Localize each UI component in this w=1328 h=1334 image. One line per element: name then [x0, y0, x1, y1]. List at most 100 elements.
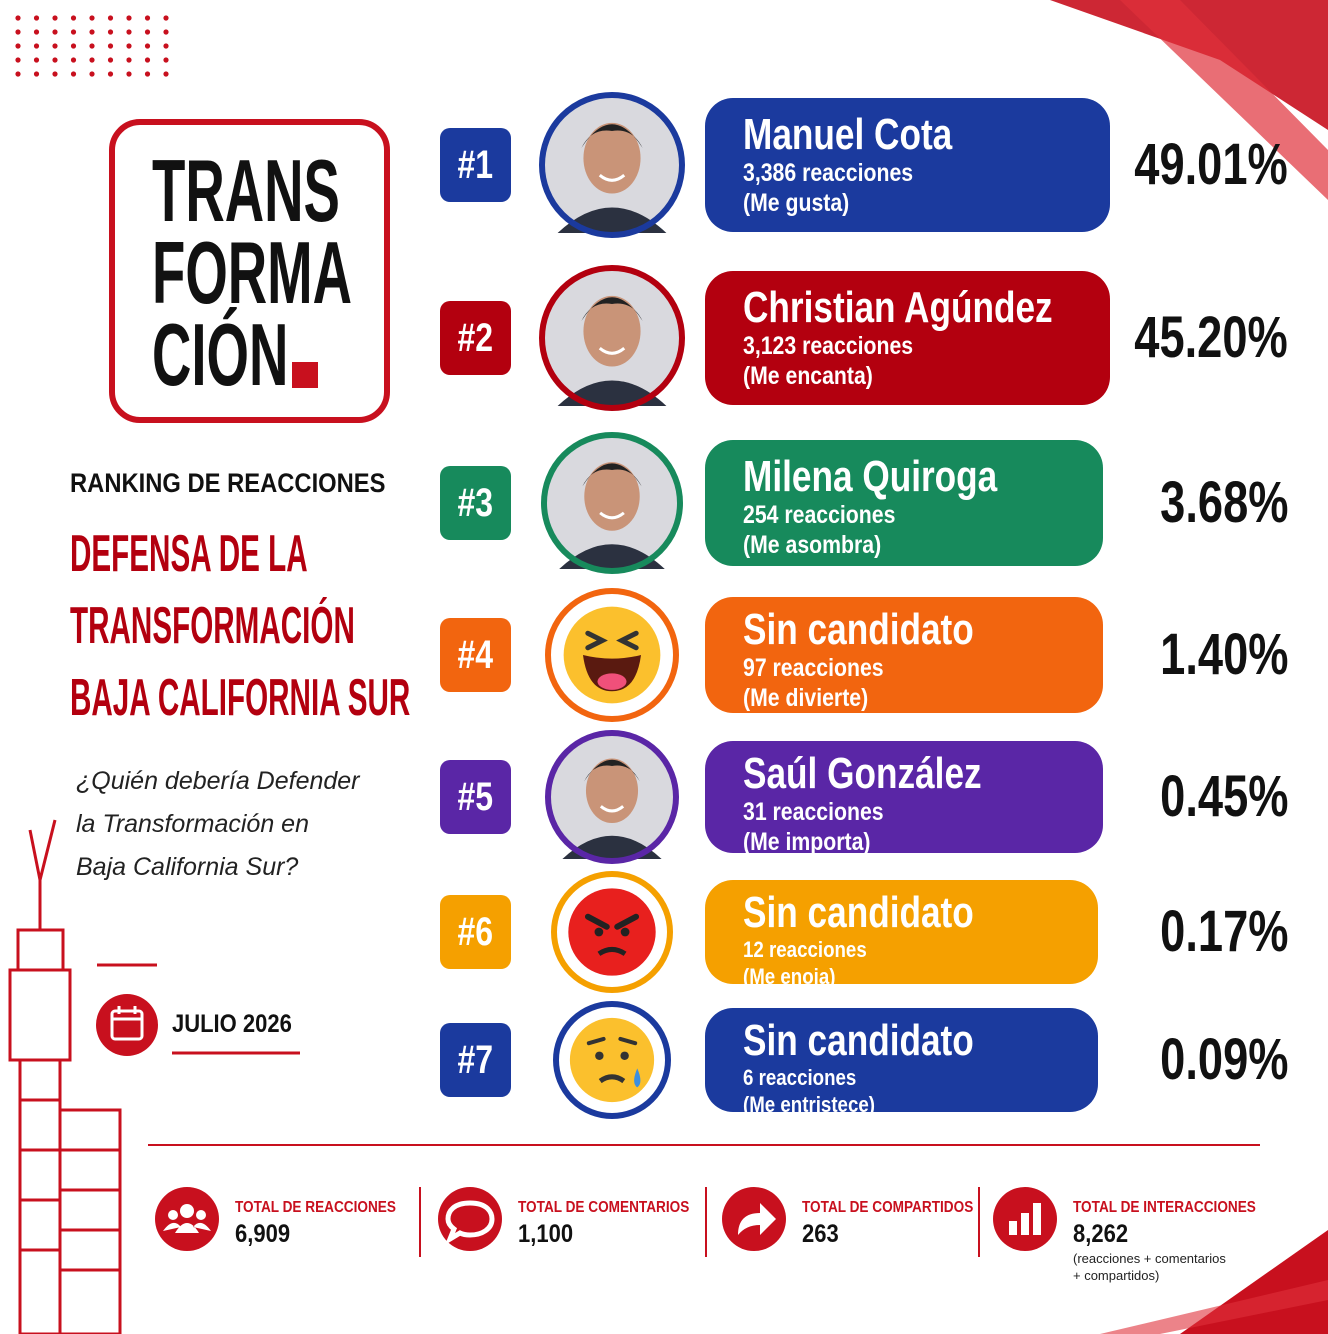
- avatar-part: [583, 295, 641, 367]
- candidate-pill: Saúl González 31 reacciones (Me importa): [705, 741, 1103, 856]
- percent: 0.17%: [1124, 900, 1288, 964]
- dot: [163, 57, 169, 63]
- total-value-text: 263: [802, 1220, 839, 1248]
- dot: [144, 15, 151, 21]
- reaction-count-text: 31 reacciones: [743, 798, 884, 826]
- reaction-type-text: (Me importa): [743, 828, 871, 856]
- total-label: TOTAL DE INTERACCIONES: [1073, 1198, 1288, 1218]
- avatar-part: [582, 655, 642, 692]
- dot: [126, 57, 132, 63]
- reaction-type-text: (Me asombra): [743, 531, 882, 559]
- total: TOTAL DE COMENTARIOS 1,100: [518, 1198, 719, 1250]
- reaction-count: 97 reacciones: [743, 653, 1103, 683]
- dot: [70, 71, 77, 77]
- avatar-part: [582, 463, 642, 487]
- dot: [126, 29, 132, 35]
- reaction-count-text: 6 reacciones: [743, 1065, 857, 1090]
- candidate-name: Saúl González: [743, 751, 1103, 797]
- rank-badge: #1: [440, 128, 511, 202]
- total-icon: [722, 1187, 786, 1251]
- candidate-name-text: Milena Quiroga: [743, 452, 998, 501]
- dot: [70, 57, 77, 63]
- percent: 0.45%: [1124, 765, 1288, 829]
- dot: [33, 29, 40, 35]
- dot: [126, 43, 132, 49]
- total-label: TOTAL DE COMENTARIOS: [518, 1198, 719, 1218]
- total: TOTAL DE COMPARTIDOS 263: [802, 1198, 1003, 1250]
- total-icon-glyph: [444, 1200, 495, 1245]
- total-label: TOTAL DE REACCIONES: [235, 1198, 424, 1218]
- question-line: ¿Quién debería Defender: [76, 767, 360, 795]
- avatar-group: [551, 871, 673, 993]
- avatar-part: [599, 511, 625, 520]
- percent: 3.68%: [1124, 471, 1288, 535]
- reaction-type: (Me entristece): [743, 1091, 1098, 1118]
- dot: [33, 43, 40, 49]
- dot: [89, 43, 95, 49]
- rank-badge: #3: [440, 466, 511, 540]
- dot: [89, 57, 95, 63]
- total-label-text: TOTAL DE INTERACCIONES: [1073, 1199, 1256, 1216]
- rank-badge: #5: [440, 760, 511, 834]
- dot: [15, 29, 21, 35]
- reaction-type-text: (Me encanta): [743, 362, 873, 390]
- total-note: (reacciones + comentarios: [1073, 1251, 1226, 1266]
- total-icon-glyph: [163, 1204, 211, 1233]
- avatar: [551, 871, 673, 993]
- reaction-type: (Me encanta): [743, 361, 1110, 391]
- reaction-count: 254 reacciones: [743, 500, 1103, 530]
- avatar-part: [581, 297, 643, 321]
- avatar-ring: [545, 588, 679, 722]
- avatar-group: [545, 588, 679, 722]
- candidate-name-text: Christian Agúndez: [743, 283, 1053, 332]
- dot: [163, 71, 169, 77]
- rank-badge: #4: [440, 618, 511, 692]
- avatar-group: [553, 1001, 671, 1119]
- reaction-count: 6 reacciones: [743, 1064, 1098, 1091]
- candidate-name: Milena Quiroga: [743, 454, 1103, 500]
- avatar: [545, 730, 679, 864]
- total-icon-bg: [155, 1187, 219, 1251]
- reaction-count: 12 reacciones: [743, 936, 1098, 963]
- rank-badge: #2: [440, 301, 511, 375]
- total-value: 263: [802, 1218, 1003, 1250]
- reaction-count: 3,386 reacciones: [743, 158, 1110, 188]
- title-line: BAJA CALIFORNIA SUR: [70, 669, 411, 727]
- avatar: [539, 265, 685, 411]
- candidate-name-text: Sin candidato: [743, 888, 974, 937]
- candidate-name: Sin candidato: [743, 890, 1098, 936]
- subtitle-text: RANKING DE REACCIONES: [70, 468, 386, 498]
- dot: [52, 15, 58, 21]
- title-line: DEFENSA DE LA: [70, 525, 308, 583]
- glyph-part: [168, 1210, 178, 1220]
- rank-text: #5: [457, 774, 494, 819]
- reaction-count-text: 3,123 reacciones: [743, 332, 914, 360]
- reaction-count-text: 3,386 reacciones: [743, 159, 914, 187]
- reaction-type: (Me enoja): [743, 963, 1098, 990]
- rank-text: #7: [457, 1037, 494, 1082]
- percent-text: 49.01%: [1134, 132, 1288, 197]
- avatar-part: [584, 913, 640, 930]
- avatar-part: [585, 758, 639, 824]
- candidate-name-text: Manuel Cota: [743, 110, 953, 159]
- avatar-part: [594, 927, 604, 937]
- glyph-part: [1021, 1213, 1029, 1235]
- dot: [163, 29, 169, 35]
- total-value-text: 6,909: [235, 1220, 291, 1248]
- avatar-ring: [545, 730, 679, 864]
- glyph-part: [180, 1204, 194, 1218]
- dot: [15, 15, 21, 21]
- candidate-pill: Sin candidato 97 reacciones (Me divierte): [705, 597, 1103, 713]
- date: JULIO 2026: [172, 1010, 308, 1039]
- rank-badge: #7: [440, 1023, 511, 1097]
- percent: 45.20%: [1091, 306, 1288, 370]
- percent-text: 0.45%: [1159, 764, 1288, 829]
- subtitle: RANKING DE REACCIONES: [70, 468, 429, 499]
- dot: [107, 43, 114, 49]
- logo-line: CIÓN: [152, 305, 289, 404]
- percent-text: 45.20%: [1134, 305, 1288, 370]
- avatar-group: [539, 265, 685, 411]
- total-value: 8,262: [1073, 1218, 1288, 1250]
- total-label-text: TOTAL DE REACCIONES: [235, 1199, 396, 1216]
